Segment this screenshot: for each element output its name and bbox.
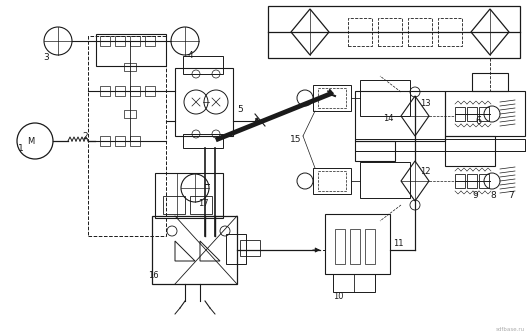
Bar: [155, 173, 223, 218]
Text: 4: 4: [188, 51, 193, 60]
Bar: [335, 229, 345, 264]
Bar: [226, 234, 246, 264]
Bar: [455, 174, 465, 188]
Bar: [240, 240, 260, 256]
Text: 12: 12: [420, 167, 430, 176]
Text: 3: 3: [43, 53, 49, 62]
Bar: [100, 136, 110, 146]
Text: 2: 2: [82, 132, 87, 141]
Bar: [355, 139, 525, 151]
Bar: [115, 136, 125, 146]
Bar: [130, 136, 140, 146]
Bar: [325, 214, 390, 274]
Bar: [333, 274, 375, 292]
Text: 8: 8: [490, 191, 496, 200]
Text: sdfbase.ru: sdfbase.ru: [496, 327, 525, 332]
Bar: [360, 162, 410, 198]
Bar: [445, 91, 525, 136]
Bar: [163, 196, 185, 214]
Text: 7: 7: [508, 191, 514, 200]
Bar: [115, 36, 125, 46]
Text: 11: 11: [393, 239, 403, 248]
Bar: [268, 6, 520, 58]
Text: 9: 9: [472, 191, 478, 200]
Bar: [100, 36, 110, 46]
Bar: [355, 141, 395, 161]
Bar: [124, 63, 136, 71]
Bar: [472, 73, 508, 91]
Bar: [88, 36, 166, 236]
Bar: [438, 18, 462, 46]
Bar: [130, 36, 140, 46]
Bar: [115, 86, 125, 96]
Text: 6: 6: [475, 116, 481, 126]
Bar: [479, 107, 489, 121]
Bar: [175, 68, 233, 136]
Bar: [183, 134, 223, 148]
Bar: [100, 86, 110, 96]
Text: 5: 5: [237, 105, 243, 114]
Text: M: M: [27, 137, 34, 146]
Text: 14: 14: [383, 114, 393, 123]
Bar: [365, 229, 375, 264]
Bar: [348, 18, 372, 46]
Text: 13: 13: [420, 99, 430, 108]
Bar: [190, 196, 212, 214]
Bar: [467, 174, 477, 188]
Bar: [318, 88, 346, 108]
Bar: [445, 136, 495, 166]
Bar: [313, 168, 351, 194]
Bar: [96, 34, 166, 66]
Bar: [350, 229, 360, 264]
Bar: [130, 86, 140, 96]
Text: 16: 16: [148, 271, 158, 280]
Text: 10: 10: [333, 292, 343, 301]
Bar: [455, 107, 465, 121]
Bar: [378, 18, 402, 46]
Bar: [152, 216, 237, 284]
Bar: [145, 36, 155, 46]
Bar: [360, 80, 410, 116]
Bar: [479, 174, 489, 188]
Bar: [183, 56, 223, 74]
Text: 1: 1: [18, 144, 24, 153]
Bar: [467, 107, 477, 121]
Bar: [145, 86, 155, 96]
Bar: [408, 18, 432, 46]
Text: 15: 15: [290, 135, 302, 144]
Bar: [124, 110, 136, 118]
Bar: [313, 85, 351, 111]
Bar: [355, 91, 445, 141]
Text: 17: 17: [198, 199, 209, 208]
Bar: [318, 171, 346, 191]
